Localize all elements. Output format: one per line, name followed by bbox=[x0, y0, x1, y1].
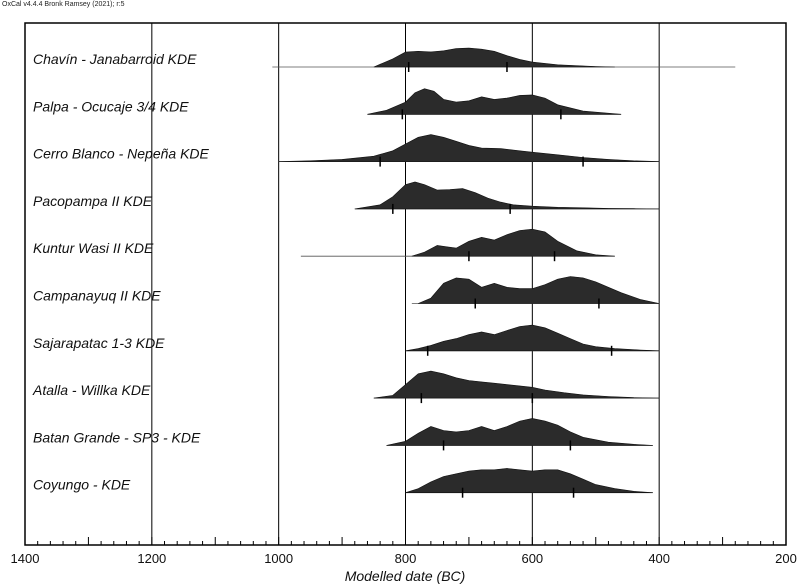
x-tick-label: 1000 bbox=[264, 551, 293, 566]
kde-area bbox=[411, 228, 615, 257]
series-row: Coyungo - KDE bbox=[33, 468, 653, 498]
series-label: Batan Grande - SP3 - KDE bbox=[33, 429, 201, 445]
series-row: Atalla - Willka KDE bbox=[32, 370, 660, 404]
kde-area bbox=[373, 47, 615, 68]
series-label: Kuntur Wasi II KDE bbox=[33, 240, 154, 256]
kde-area bbox=[418, 276, 660, 304]
x-tick-label: 1200 bbox=[137, 551, 166, 566]
series-row: Kuntur Wasi II KDE bbox=[33, 228, 615, 262]
x-tick-label: 400 bbox=[648, 551, 670, 566]
series-label: Palpa - Ocucaje 3/4 KDE bbox=[33, 98, 189, 114]
series-label: Sajarapatac 1-3 KDE bbox=[33, 335, 165, 351]
kde-area bbox=[373, 370, 660, 399]
x-tick-label: 600 bbox=[521, 551, 543, 566]
kde-area bbox=[367, 88, 622, 115]
kde-area bbox=[354, 181, 660, 210]
series-label: Campanayuq II KDE bbox=[33, 288, 161, 304]
series-row: Palpa - Ocucaje 3/4 KDE bbox=[33, 88, 622, 120]
rows-layer: Chavín - Janabarroid KDE Palpa - Ocucaje … bbox=[32, 47, 736, 498]
x-axis-label: Modelled date (BC) bbox=[345, 568, 466, 584]
ticks-layer: 1400 1200 1000 800 600 400 200 bbox=[11, 537, 797, 566]
software-header: OxCal v4.4.4 Bronk Ramsey (2021); r:5 bbox=[2, 1, 125, 8]
series-label: Cerro Blanco - Nepeña KDE bbox=[33, 146, 210, 162]
series-label: Chavín - Janabarroid KDE bbox=[33, 51, 197, 67]
x-tick-label: 800 bbox=[395, 551, 417, 566]
series-label: Pacopampa II KDE bbox=[33, 193, 153, 209]
series-row: Campanayuq II KDE bbox=[33, 276, 660, 309]
series-row: Chavín - Janabarroid KDE bbox=[33, 47, 736, 72]
kde-area bbox=[405, 468, 653, 493]
kde-area bbox=[386, 418, 653, 446]
series-row: Pacopampa II KDE bbox=[33, 181, 660, 214]
kde-area bbox=[278, 134, 660, 162]
kde-area bbox=[405, 324, 660, 352]
series-label: Coyungo - KDE bbox=[33, 477, 131, 493]
x-tick-label: 200 bbox=[775, 551, 797, 566]
series-row: Sajarapatac 1-3 KDE bbox=[33, 324, 660, 356]
series-row: Cerro Blanco - Nepeña KDE bbox=[33, 134, 660, 167]
series-label: Atalla - Willka KDE bbox=[32, 382, 151, 398]
x-tick-label: 1400 bbox=[11, 551, 40, 566]
series-row: Batan Grande - SP3 - KDE bbox=[33, 418, 653, 451]
